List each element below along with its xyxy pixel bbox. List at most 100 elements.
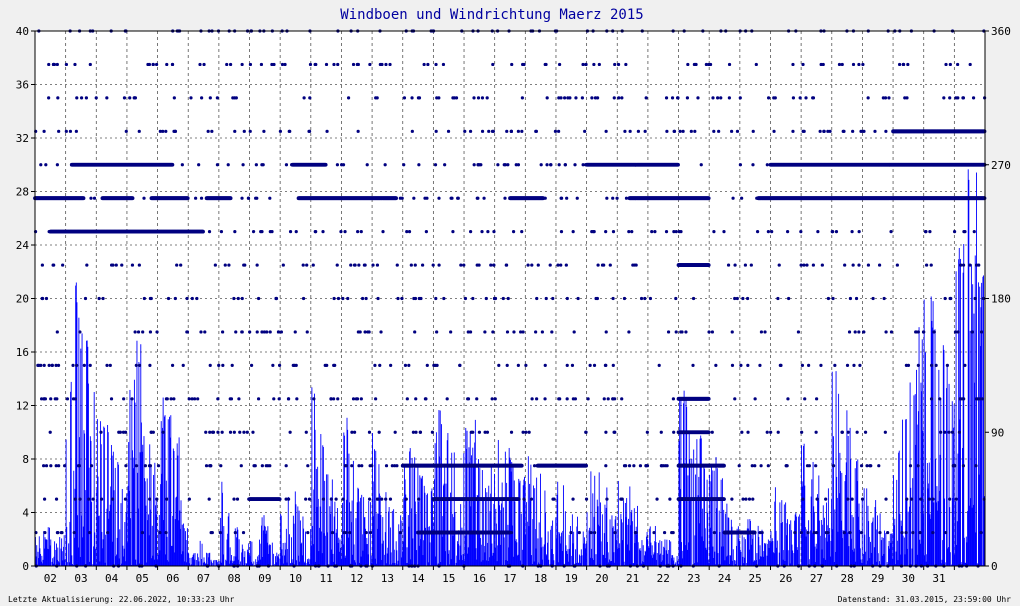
gust-bar <box>111 455 113 566</box>
gust-bar <box>528 526 530 566</box>
gust-bar <box>220 562 222 566</box>
gust-bar <box>774 501 776 566</box>
direction-dot <box>544 296 548 301</box>
direction-dot <box>134 363 138 367</box>
gust-bar <box>709 527 711 566</box>
gust-bar <box>406 547 408 566</box>
direction-dot <box>491 330 495 334</box>
gust-bar <box>358 488 359 566</box>
gust-bar <box>392 562 394 566</box>
gust-bar <box>556 494 558 566</box>
gust-bar <box>105 534 107 566</box>
direction-dot <box>807 363 811 367</box>
direction-dot <box>948 497 952 501</box>
direction-dot <box>475 263 479 267</box>
direction-dot <box>128 96 132 100</box>
gust-bar <box>229 547 231 566</box>
direction-dot <box>306 530 310 535</box>
gust-bar <box>276 555 278 566</box>
gust-bar <box>82 537 84 566</box>
direction-dot <box>716 96 720 100</box>
direction-dot <box>571 397 575 401</box>
direction-dot <box>719 96 723 100</box>
gust-bar <box>580 563 582 566</box>
gust-bar <box>830 540 832 566</box>
gust-bar <box>732 549 734 566</box>
direction-dot <box>81 196 86 201</box>
direction-dot <box>615 196 619 200</box>
direction-dot <box>54 464 58 468</box>
direction-dot <box>468 129 473 133</box>
direction-dot <box>71 397 76 401</box>
gust-bar <box>813 511 815 566</box>
gust-bar <box>244 551 246 566</box>
gust-bar <box>869 558 871 566</box>
gust-bar <box>598 524 600 566</box>
gust-bar <box>375 563 377 566</box>
gust-bar <box>487 542 488 566</box>
gust-bar <box>649 528 651 566</box>
gust-bar <box>758 559 760 566</box>
gust-bar <box>255 559 257 566</box>
direction-dot <box>341 296 345 301</box>
direction-dot <box>503 196 507 200</box>
direction-dot <box>803 397 807 401</box>
direction-dot <box>240 196 244 200</box>
direction-dot <box>477 430 482 434</box>
direction-dot <box>105 96 109 100</box>
direction-dot <box>584 497 589 501</box>
gust-bar <box>816 548 818 566</box>
gust-bar <box>120 503 122 566</box>
gust-bar <box>748 549 750 566</box>
direction-dot <box>346 296 350 301</box>
gust-bar <box>398 524 400 566</box>
direction-dot <box>359 397 363 401</box>
gust-bar <box>319 527 321 566</box>
gust-bar <box>848 546 850 566</box>
direction-dot <box>434 296 438 301</box>
gust-bar <box>624 564 626 566</box>
gust-bar <box>331 549 333 566</box>
direction-dot <box>679 230 683 234</box>
gust-bar <box>891 533 893 566</box>
gust-bar <box>59 537 61 566</box>
direction-dot <box>210 129 214 133</box>
direction-dot <box>475 397 479 401</box>
gust-bar <box>662 554 664 566</box>
direction-dot <box>592 230 596 234</box>
direction-dot <box>55 62 59 67</box>
gust-bar <box>860 559 862 566</box>
gust-bar <box>336 529 338 566</box>
direction-dot <box>766 464 770 468</box>
direction-dot <box>851 62 856 67</box>
direction-dot <box>712 530 716 535</box>
direction-dot <box>301 296 306 301</box>
gust-bar <box>92 564 94 566</box>
gust-bar <box>234 528 236 566</box>
direction-dot <box>421 263 425 267</box>
gust-bar <box>919 543 921 566</box>
direction-dot <box>483 330 487 334</box>
gust-bar <box>847 435 849 566</box>
direction-dot <box>199 196 204 200</box>
gust-bar <box>541 537 543 566</box>
gust-bar <box>214 559 216 566</box>
direction-dot <box>580 96 584 100</box>
gust-bar <box>879 561 880 566</box>
gust-bar <box>141 451 143 566</box>
gust-bar <box>540 473 541 566</box>
gust-bar <box>188 553 190 566</box>
direction-dot <box>404 497 408 501</box>
gust-bar <box>612 526 614 566</box>
gust-bar <box>337 542 339 566</box>
gust-bar <box>969 505 970 566</box>
direction-dot <box>110 497 115 501</box>
direction-dot <box>852 363 856 367</box>
direction-dot <box>351 397 356 401</box>
direction-dot <box>793 530 797 535</box>
direction-dot <box>451 230 455 234</box>
gust-bar <box>409 448 411 566</box>
direction-dot <box>142 196 146 200</box>
gust-bar <box>154 462 156 566</box>
